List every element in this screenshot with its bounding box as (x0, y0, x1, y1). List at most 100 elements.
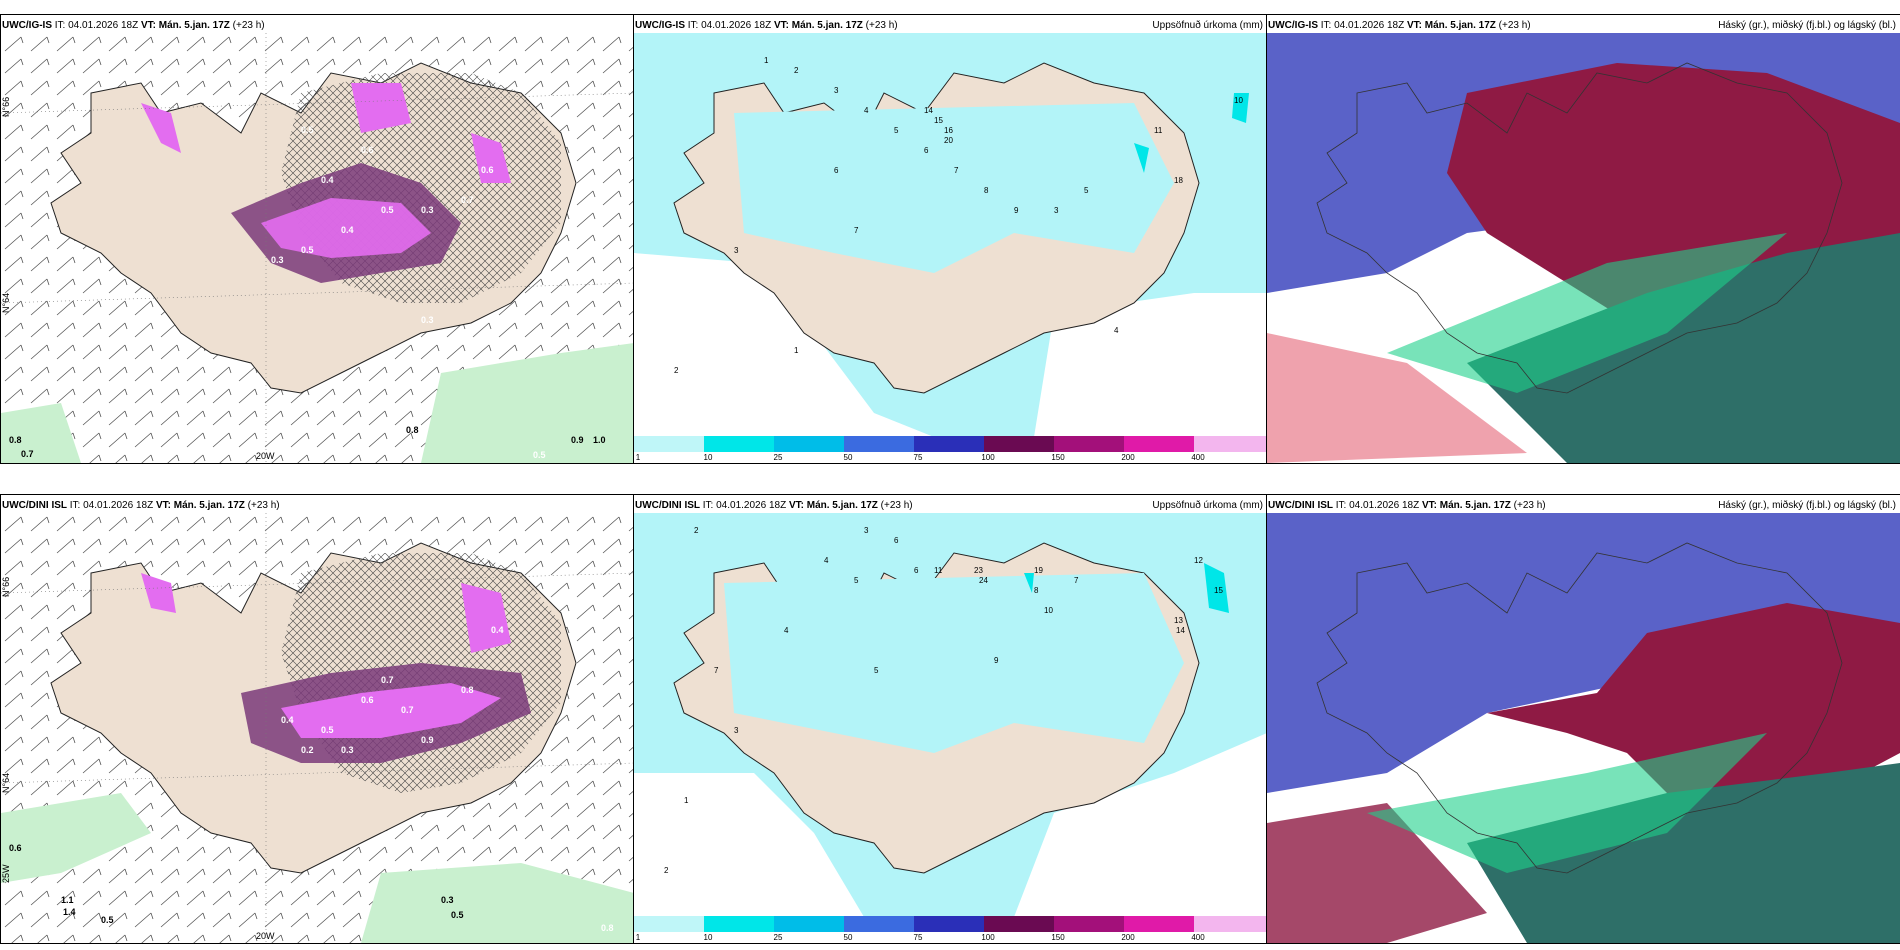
svg-text:2: 2 (674, 366, 679, 375)
svg-text:6: 6 (914, 566, 919, 575)
map-clouds (1267, 33, 1900, 463)
svg-text:4: 4 (784, 626, 789, 635)
svg-text:0.4: 0.4 (341, 225, 354, 235)
panel-igis-accum-precip: UWC/IG-IS IT: 04.01.2026 18Z VT: Mán. 5.… (633, 14, 1268, 464)
svg-text:0.6: 0.6 (481, 165, 494, 175)
svg-text:0.4: 0.4 (321, 175, 334, 185)
panel-igis-clouds: UWC/IG-IS IT: 04.01.2026 18Z VT: Mán. 5.… (1266, 14, 1900, 464)
value-labels: 0.4 0.5 0.6 0.7 0.3 0.9 0.8 0.2 1.1 1.4 … (9, 625, 614, 933)
svg-text:0.8: 0.8 (9, 435, 22, 445)
panel-title: Uppsöfnuð úrkoma (mm) (1152, 500, 1263, 511)
precip-values: 2 3 4 5 6 7 8 10 11 12 13 14 15 19 23 24… (664, 526, 1223, 875)
panel-dini-accum-precip: UWC/DINI ISL IT: 04.01.2026 18Z VT: Mán.… (633, 494, 1268, 944)
graticule (1, 92, 634, 114)
svg-text:14: 14 (1176, 626, 1185, 635)
map-accum-precip: 1 2 3 4 5 6 7 8 9 10 11 14 15 16 18 20 3… (634, 33, 1267, 437)
svg-text:6: 6 (894, 536, 899, 545)
svg-text:4: 4 (1114, 326, 1119, 335)
panel-dini-clouds: UWC/DINI ISL IT: 04.01.2026 18Z VT: Mán.… (1266, 494, 1900, 944)
svg-text:9: 9 (1014, 206, 1019, 215)
svg-text:0.8: 0.8 (461, 685, 474, 695)
panel-title: Háský (gr.), miðský (fj.bl.) og lágský (… (1718, 20, 1896, 31)
svg-text:1.1: 1.1 (61, 895, 74, 905)
map-precip-type: N°66 N°64 20W 25W 0.4 0.5 0.6 0.7 0.3 0.… (1, 513, 634, 943)
svg-text:3: 3 (734, 246, 739, 255)
svg-text:0.6: 0.6 (361, 695, 374, 705)
lon-label: 20W (256, 451, 275, 461)
colorbar-tick: 1 (635, 453, 641, 462)
svg-text:0.7: 0.7 (461, 195, 474, 205)
svg-text:18: 18 (1174, 176, 1183, 185)
svg-text:0.9: 0.9 (421, 735, 434, 745)
svg-text:1: 1 (794, 346, 799, 355)
rain-area (1, 793, 151, 883)
svg-text:3: 3 (1054, 206, 1059, 215)
panel-title: Háský (gr.), miðský (fj.bl.) og lágský (… (1718, 500, 1896, 511)
svg-text:7: 7 (954, 166, 959, 175)
svg-text:5: 5 (894, 126, 899, 135)
svg-text:5: 5 (874, 666, 879, 675)
svg-text:7: 7 (714, 666, 719, 675)
lat-label-66: N°66 (1, 97, 11, 117)
panel-dini-precip-type: UWC/DINI ISL IT: 04.01.2026 18Z VT: Mán.… (0, 494, 635, 944)
svg-text:7: 7 (854, 226, 859, 235)
svg-text:0.7: 0.7 (21, 449, 34, 459)
svg-text:7: 7 (1074, 576, 1079, 585)
svg-text:0.5: 0.5 (533, 450, 546, 460)
svg-text:2: 2 (794, 66, 799, 75)
svg-text:16: 16 (944, 126, 953, 135)
svg-text:0.5: 0.5 (301, 245, 314, 255)
svg-text:15: 15 (934, 116, 943, 125)
iceland-outline (1316, 542, 1843, 874)
map-precip-type: N°66 N°64 20W 0.5 0.4 0.6 0.3 0.5 0.4 0.… (1, 33, 634, 463)
svg-text:0.3: 0.3 (421, 315, 434, 325)
low-cloud (1467, 763, 1900, 943)
svg-text:3: 3 (864, 526, 869, 535)
svg-text:0.6: 0.6 (9, 843, 22, 853)
svg-text:0.6: 0.6 (361, 145, 374, 155)
svg-text:0.3: 0.3 (441, 895, 454, 905)
svg-text:1: 1 (764, 56, 769, 65)
svg-text:8: 8 (984, 186, 989, 195)
iceland-outline (1316, 62, 1843, 394)
svg-text:0.4: 0.4 (281, 715, 294, 725)
colorbar: 1 10 25 50 75 100 150 200 400 (634, 915, 1267, 943)
svg-text:10: 10 (1044, 606, 1053, 615)
svg-text:0.7: 0.7 (401, 705, 414, 715)
svg-text:4: 4 (864, 106, 869, 115)
svg-text:1: 1 (684, 796, 689, 805)
svg-text:11: 11 (934, 566, 943, 575)
high-cloud (1267, 513, 1900, 793)
svg-text:14: 14 (924, 106, 933, 115)
svg-text:1.0: 1.0 (593, 435, 606, 445)
svg-text:0.7: 0.7 (381, 675, 394, 685)
colorbar-swatch (634, 436, 705, 452)
svg-text:6: 6 (924, 146, 929, 155)
svg-text:6: 6 (834, 166, 839, 175)
colorbar: 1 10 25 50 75 100 150 200 400 (634, 435, 1267, 463)
svg-text:2: 2 (664, 866, 669, 875)
svg-text:0.3: 0.3 (341, 745, 354, 755)
mid-cloud (1487, 603, 1900, 813)
svg-text:23: 23 (974, 566, 983, 575)
svg-text:4: 4 (824, 556, 829, 565)
svg-text:8: 8 (1034, 586, 1039, 595)
map-clouds (1267, 513, 1900, 943)
svg-text:0.9: 0.9 (571, 435, 584, 445)
svg-text:0.5: 0.5 (101, 915, 114, 925)
panel-header: UWC/DINI ISL IT: 04.01.2026 18Z VT: Mán.… (1268, 500, 1896, 511)
svg-text:2: 2 (694, 526, 699, 535)
svg-text:0.8: 0.8 (601, 923, 614, 933)
svg-text:0.4: 0.4 (491, 625, 504, 635)
svg-text:3: 3 (834, 86, 839, 95)
svg-text:1.4: 1.4 (63, 907, 76, 917)
panel-title: Uppsöfnuð úrkoma (mm) (1152, 20, 1263, 31)
lat-label-64: N°64 (1, 773, 11, 793)
lat-label-64: N°64 (1, 293, 11, 313)
svg-text:0.5: 0.5 (451, 910, 464, 920)
svg-text:0.5: 0.5 (381, 205, 394, 215)
svg-text:20: 20 (944, 136, 953, 145)
svg-text:0.2: 0.2 (301, 745, 314, 755)
svg-text:0.5: 0.5 (301, 125, 314, 135)
panel-header: UWC/DINI ISL IT: 04.01.2026 18Z VT: Mán.… (2, 500, 280, 511)
